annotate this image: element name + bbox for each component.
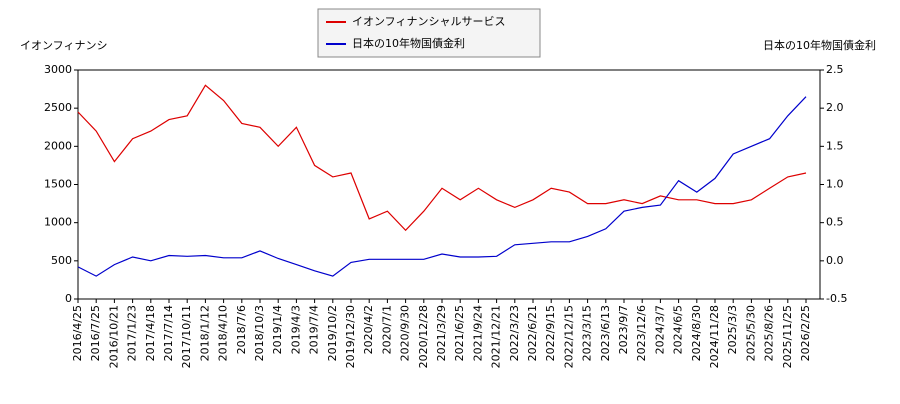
- x-tick-label: 2021/9/24: [471, 305, 484, 361]
- x-tick-label: 2019/4/3: [289, 305, 302, 354]
- x-tick-label: 2020/4/2: [362, 305, 375, 354]
- x-tick-label: 2016/7/25: [89, 305, 102, 361]
- x-tick-label: 2019/1/4: [271, 305, 284, 354]
- y2-tick-label: -0.5: [826, 292, 847, 305]
- plot-frame: [77, 69, 821, 300]
- x-tick-label: 2021/3/29: [435, 305, 448, 361]
- y2-tick-label: 0.5: [826, 216, 844, 229]
- x-tick-label: 2016/4/25: [71, 305, 84, 361]
- x-tick-label: 2022/12/15: [562, 305, 575, 368]
- x-tick-label: 2021/12/21: [490, 305, 503, 368]
- legend-label: 日本の10年物国債金利: [352, 36, 465, 50]
- series-line: [77, 84, 807, 232]
- y-tick-label: 2500: [44, 101, 72, 114]
- x-tick-label: 2024/3/7: [653, 305, 666, 354]
- y-tick-label: 0: [65, 292, 72, 305]
- x-tick-label: 2020/12/28: [417, 305, 430, 368]
- y-tick-label: 1500: [44, 178, 72, 191]
- x-tick-label: 2023/12/6: [635, 305, 648, 361]
- x-tick-label: 2017/10/11: [180, 305, 193, 368]
- x-tick-label: 2025/3/3: [726, 305, 739, 354]
- x-tick-label: 2024/6/5: [672, 305, 685, 354]
- y2-tick-label: 2.5: [826, 63, 844, 76]
- x-tick-label: 2016/10/21: [107, 305, 120, 368]
- x-tick-label: 2019/7/4: [308, 305, 321, 354]
- x-tick-label: 2024/8/30: [690, 305, 703, 361]
- x-tick-label: 2020/7/1: [380, 305, 393, 354]
- x-tick-label: 2017/7/14: [162, 305, 175, 361]
- y-tick-label: 500: [51, 254, 72, 267]
- x-tick-label: 2019/12/30: [344, 305, 357, 368]
- y-axis-title: イオンフィナンシ: [20, 39, 107, 52]
- x-tick-label: 2019/10/2: [326, 305, 339, 361]
- x-tick-label: 2024/11/28: [708, 305, 721, 368]
- x-tick-label: 2023/9/7: [617, 305, 630, 354]
- x-tick-label: 2023/3/15: [581, 305, 594, 361]
- y-tick-label: 1000: [44, 216, 72, 229]
- y2-tick-label: 1.5: [826, 139, 844, 152]
- series-line: [77, 96, 807, 277]
- x-tick-label: 2018/7/6: [235, 305, 248, 354]
- x-tick-label: 2025/5/30: [744, 305, 757, 361]
- y2-tick-label: 1.0: [826, 178, 844, 191]
- y-tick-label: 3000: [44, 63, 72, 76]
- x-tick-label: 2018/1/12: [198, 305, 211, 361]
- y2-tick-label: 2.0: [826, 101, 844, 114]
- legend-box: [317, 8, 541, 58]
- x-tick-label: 2018/4/10: [217, 305, 230, 361]
- x-tick-label: 2017/4/18: [144, 305, 157, 361]
- x-tick-label: 2017/1/23: [126, 305, 139, 361]
- x-tick-label: 2020/9/30: [399, 305, 412, 361]
- legend-label: イオンフィナンシャルサービス: [352, 15, 505, 28]
- x-tick-label: 2025/11/25: [781, 305, 794, 368]
- x-tick-label: 2022/3/23: [508, 305, 521, 361]
- y2-tick-label: 0.0: [826, 254, 844, 267]
- x-tick-label: 2026/2/25: [799, 305, 812, 361]
- y-tick-label: 2000: [44, 139, 72, 152]
- y2-axis-title: 日本の10年物国債金利: [763, 38, 876, 52]
- x-tick-label: 2018/10/3: [253, 305, 266, 361]
- x-tick-label: 2023/6/13: [599, 305, 612, 361]
- x-tick-label: 2022/9/15: [544, 305, 557, 361]
- x-tick-label: 2022/6/21: [526, 305, 539, 361]
- x-tick-label: 2021/6/25: [453, 305, 466, 361]
- x-tick-label: 2025/8/26: [763, 305, 776, 361]
